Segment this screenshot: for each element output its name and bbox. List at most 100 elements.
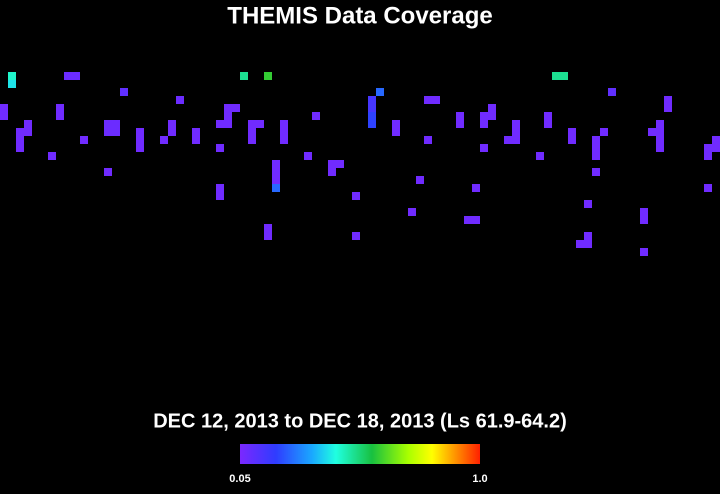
coverage-cell <box>512 128 520 136</box>
coverage-cell <box>576 240 584 248</box>
coverage-cell <box>656 144 664 152</box>
coverage-cell <box>24 120 32 128</box>
coverage-cell <box>656 128 664 136</box>
coverage-cell <box>224 120 232 128</box>
coverage-cell <box>472 184 480 192</box>
title: THEMIS Data Coverage <box>227 2 492 29</box>
coverage-cell <box>264 232 272 240</box>
coverage-cell <box>280 128 288 136</box>
coverage-cell <box>272 160 280 168</box>
coverage-cell <box>0 112 8 120</box>
coverage-cell <box>480 112 488 120</box>
coverage-cell <box>592 144 600 152</box>
coverage-cell <box>104 168 112 176</box>
coverage-cell <box>648 128 656 136</box>
coverage-cell <box>504 136 512 144</box>
coverage-cell <box>328 160 336 168</box>
coverage-cell <box>312 112 320 120</box>
coverage-cell <box>264 224 272 232</box>
coverage-cell <box>120 88 128 96</box>
coverage-cell <box>584 200 592 208</box>
coverage-cell <box>352 232 360 240</box>
coverage-cell <box>192 128 200 136</box>
coverage-cell <box>136 128 144 136</box>
coverage-cell <box>424 136 432 144</box>
subtitle: DEC 12, 2013 to DEC 18, 2013 (Ls 61.9-64… <box>153 410 567 432</box>
coverage-cell <box>240 72 248 80</box>
coverage-cell <box>568 128 576 136</box>
coverage-cell <box>72 72 80 80</box>
coverage-cell <box>488 104 496 112</box>
coverage-cell <box>544 112 552 120</box>
coverage-cell <box>168 120 176 128</box>
coverage-cell <box>272 176 280 184</box>
coverage-cell <box>112 128 120 136</box>
coverage-cell <box>16 144 24 152</box>
coverage-cell <box>464 216 472 224</box>
coverage-cell <box>248 128 256 136</box>
coverage-cell <box>536 152 544 160</box>
coverage-cell <box>328 168 336 176</box>
coverage-cell <box>216 144 224 152</box>
coverage-cell <box>704 152 712 160</box>
coverage-cell <box>584 240 592 248</box>
coverage-cell <box>368 120 376 128</box>
coverage-cell <box>552 72 560 80</box>
coverage-cell <box>272 184 280 192</box>
coverage-cell <box>56 104 64 112</box>
coverage-cell <box>600 128 608 136</box>
coverage-cell <box>456 120 464 128</box>
coverage-cell <box>368 104 376 112</box>
coverage-cell <box>16 128 24 136</box>
coverage-cell <box>640 208 648 216</box>
colorbar <box>240 444 480 464</box>
coverage-cell <box>216 120 224 128</box>
coverage-cell <box>232 104 240 112</box>
coverage-cell <box>80 136 88 144</box>
coverage-cell <box>136 144 144 152</box>
colorbar-label: 1.0 <box>472 473 487 485</box>
coverage-cell <box>376 88 384 96</box>
coverage-cell <box>216 192 224 200</box>
coverage-cell <box>304 152 312 160</box>
coverage-cell <box>584 232 592 240</box>
coverage-cell <box>416 176 424 184</box>
coverage-cell <box>24 128 32 136</box>
coverage-cell <box>544 120 552 128</box>
coverage-cell <box>592 152 600 160</box>
coverage-cell <box>712 144 720 152</box>
coverage-cell <box>8 72 16 80</box>
coverage-cell <box>264 72 272 80</box>
coverage-cell <box>16 136 24 144</box>
coverage-cell <box>160 136 168 144</box>
coverage-cell <box>488 112 496 120</box>
coverage-cell <box>224 112 232 120</box>
coverage-cell <box>512 120 520 128</box>
coverage-cell <box>592 168 600 176</box>
coverage-cell <box>368 96 376 104</box>
coverage-cell <box>368 112 376 120</box>
coverage-cell <box>640 216 648 224</box>
coverage-cell <box>224 104 232 112</box>
coverage-cell <box>640 248 648 256</box>
coverage-cell <box>456 112 464 120</box>
coverage-cell <box>280 136 288 144</box>
coverage-cell <box>392 120 400 128</box>
coverage-cell <box>192 136 200 144</box>
coverage-cell <box>656 136 664 144</box>
coverage-cell <box>248 136 256 144</box>
coverage-cell <box>392 128 400 136</box>
coverage-cell <box>272 168 280 176</box>
coverage-cell <box>512 136 520 144</box>
coverage-cell <box>256 120 264 128</box>
coverage-cell <box>112 120 120 128</box>
coverage-cell <box>352 192 360 200</box>
coverage-cell <box>424 96 432 104</box>
coverage-cell <box>480 144 488 152</box>
coverage-cell <box>48 152 56 160</box>
coverage-cell <box>432 96 440 104</box>
coverage-cell <box>608 88 616 96</box>
